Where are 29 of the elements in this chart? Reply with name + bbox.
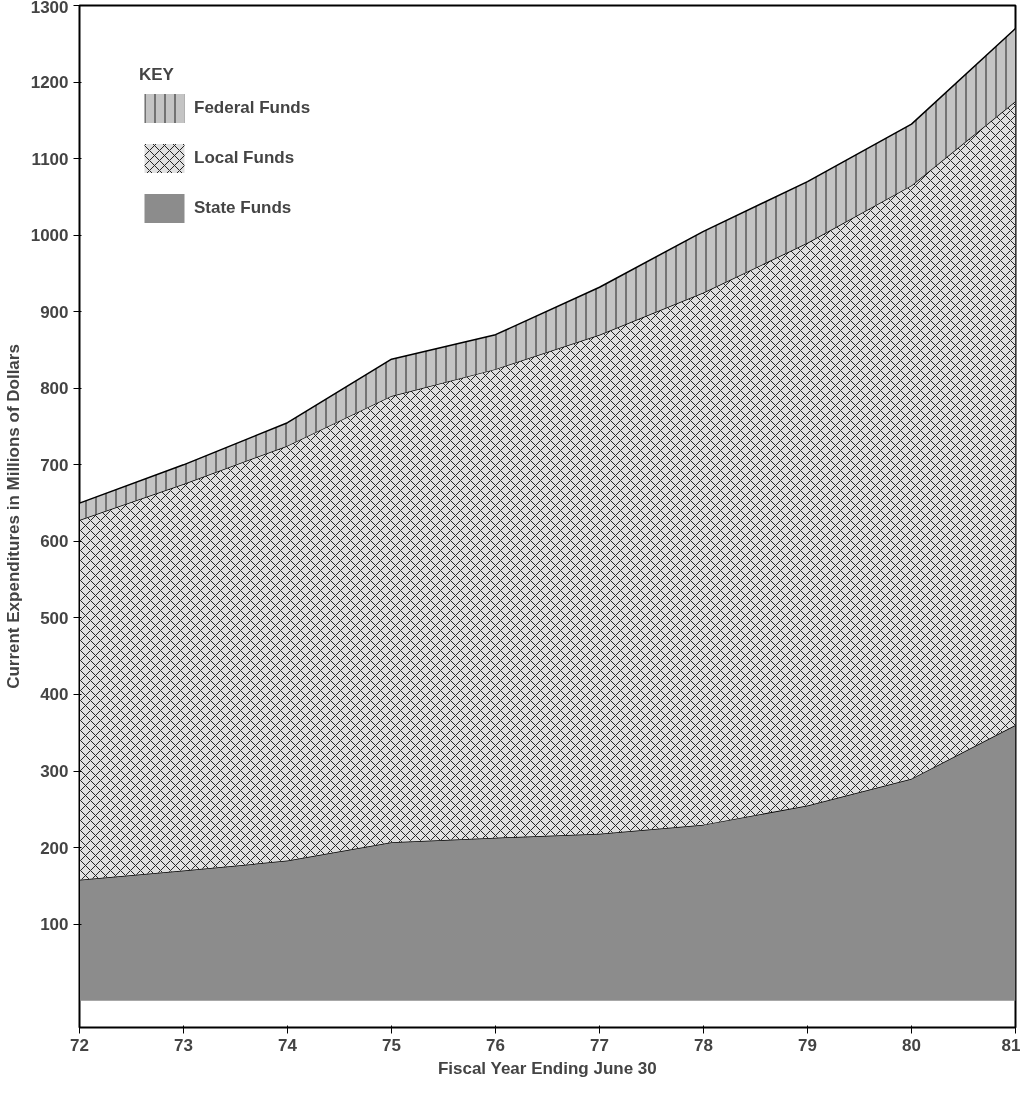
x-tick-label: 81	[1001, 1035, 1021, 1055]
y-tick-label: 1200	[30, 73, 69, 93]
x-tick-label: 78	[694, 1035, 713, 1055]
x-tick-label: 79	[798, 1035, 817, 1055]
x-tick-label: 76	[486, 1035, 505, 1055]
y-tick-label: 1100	[31, 149, 69, 169]
y-tick-label: 1000	[30, 226, 69, 246]
y-tick-label: 600	[40, 532, 69, 552]
y-axis-title: Current Expenditures in Millions of Dollars	[3, 344, 23, 689]
y-tick-label: 200	[40, 838, 69, 858]
x-tick-label: 72	[70, 1035, 89, 1055]
x-axis-title: Fiscal Year Ending June 30	[437, 1058, 657, 1078]
x-tick-label: 80	[902, 1035, 921, 1055]
legend-label: State Funds	[194, 198, 292, 218]
y-tick-label: 500	[40, 608, 69, 628]
y-tick-label: 100	[40, 915, 69, 935]
y-tick-label: 800	[40, 379, 69, 399]
y-tick-label: 300	[40, 762, 69, 782]
legend-label: Local Funds	[194, 148, 295, 168]
x-tick-label: 75	[382, 1035, 401, 1055]
y-tick-label: 700	[40, 455, 69, 475]
y-tick-label: 400	[40, 685, 69, 705]
legend-label: Federal Funds	[194, 98, 311, 118]
legend-title: KEY	[139, 65, 175, 85]
y-tick-label: 900	[40, 302, 69, 322]
y-tick-label: 1300	[30, 0, 69, 17]
x-tick-label: 74	[278, 1035, 298, 1055]
x-tick-label: 73	[174, 1035, 193, 1055]
x-tick-label: 77	[590, 1035, 609, 1055]
